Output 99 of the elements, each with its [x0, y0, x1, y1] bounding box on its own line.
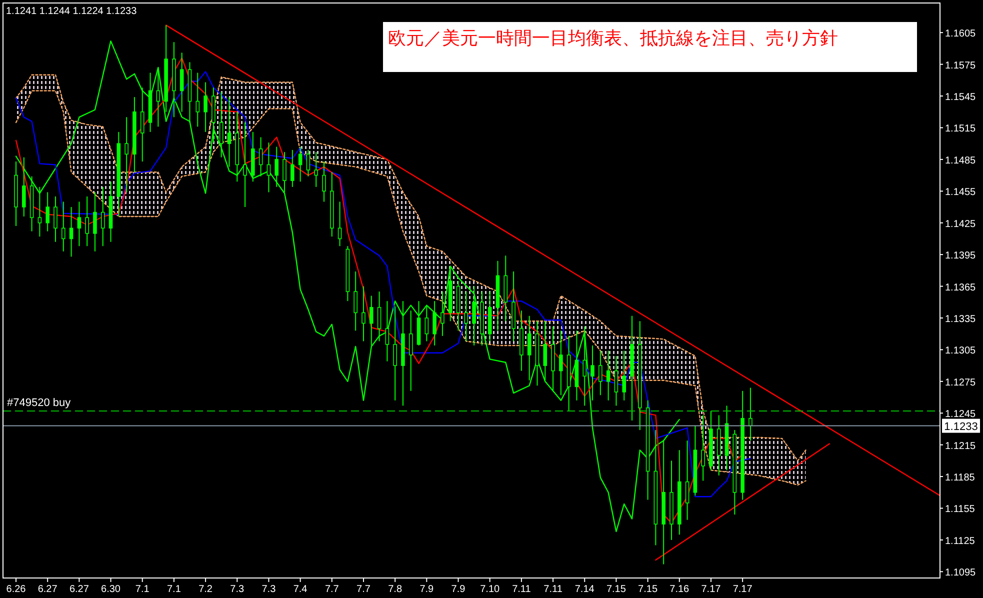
x-tick-label: 7.11	[544, 584, 563, 595]
y-tick-label: 1.1545	[945, 92, 976, 104]
candlestick	[748, 387, 752, 442]
candlestick	[227, 96, 232, 168]
candlestick	[322, 161, 326, 202]
y-tick-label: 1.1095	[945, 568, 976, 579]
x-tick-label: 7.16	[670, 584, 690, 595]
y-tick-label: 1.1125	[945, 536, 976, 547]
candlestick	[243, 122, 247, 208]
candlestick	[622, 350, 626, 401]
candlestick	[298, 146, 302, 182]
x-tick-label: 7.9	[451, 584, 466, 595]
candlestick	[440, 291, 444, 336]
candlestick	[527, 315, 532, 381]
candlestick	[140, 87, 144, 162]
x-tick-label: 7.1	[135, 584, 150, 595]
candlestick	[362, 286, 366, 342]
candlestick	[314, 152, 318, 188]
candlestick	[38, 186, 42, 238]
candlestick	[606, 350, 610, 401]
candlestick	[274, 146, 279, 188]
x-tick-label: 6.26	[6, 584, 26, 595]
x-tick-label: 6.27	[69, 584, 90, 595]
y-tick-label: 1.1305	[945, 346, 976, 357]
candlestick	[156, 66, 160, 128]
candlestick	[61, 201, 66, 252]
candlestick	[369, 295, 374, 346]
candlestick	[46, 192, 50, 232]
x-tick-label: 7.4	[293, 584, 308, 595]
y-tick-label: 1.1605	[945, 28, 976, 40]
candlestick	[124, 116, 128, 193]
y-tick-label: 1.1455	[945, 187, 976, 198]
candlestick	[598, 350, 602, 396]
candlestick	[543, 320, 548, 381]
ref-line-label: #749520 buy	[7, 396, 72, 409]
y-tick-label: 1.1515	[945, 124, 976, 135]
x-tick-label: 7.8	[388, 584, 402, 595]
candlestick	[590, 344, 594, 401]
x-tick-label: 7.7	[356, 584, 371, 595]
x-tick-label: 6.30	[101, 584, 121, 595]
y-tick-label: 1.1275	[945, 377, 976, 388]
candlestick	[472, 286, 476, 346]
candlestick	[432, 300, 436, 346]
annotation: 1.1241 1.1244 1.1224 1.1233	[6, 6, 138, 17]
candlestick	[701, 414, 705, 482]
candlestick	[100, 186, 105, 247]
candlestick	[266, 142, 271, 193]
y-tick-label: 1.1365	[945, 282, 976, 294]
candlestick	[559, 330, 563, 396]
x-tick-label: 7.17	[732, 584, 753, 595]
y-tick-label: 1.1155	[945, 504, 976, 516]
x-tick-label: 7.17	[701, 584, 722, 595]
candlestick	[393, 306, 397, 401]
y-tick-label: 1.1245	[945, 409, 976, 420]
candlestick	[180, 52, 184, 112]
x-tick-label: 7.9	[420, 584, 434, 595]
candlestick	[424, 306, 429, 342]
candlestick	[290, 149, 294, 188]
x-tick-label: 7.15	[638, 584, 658, 595]
candlestick	[338, 201, 342, 247]
x-tick-label: 6.27	[38, 584, 58, 595]
candlestick	[408, 310, 413, 392]
x-tick-label: 7.14	[574, 584, 595, 595]
candlestick	[464, 291, 468, 342]
candlestick	[385, 300, 390, 362]
x-tick-label: 7.15	[606, 584, 626, 595]
text: 欧元／美元一時間一目均衡表、抵抗線を注目、売り方針	[388, 28, 838, 49]
x-tick-label: 7.1	[166, 584, 182, 595]
x-tick-label: 7.2	[198, 584, 213, 595]
candlestick	[614, 356, 618, 406]
candlestick	[196, 72, 200, 128]
x-tick-label: 7.3	[230, 584, 245, 595]
y-tick-label: 1.1425	[945, 218, 976, 230]
x-tick-label: 7.10	[480, 584, 500, 595]
candlestick	[354, 270, 358, 332]
y-tick-label: 1.1395	[945, 250, 976, 262]
candlestick	[377, 291, 382, 342]
candlestick	[77, 201, 82, 247]
candlestick	[582, 326, 587, 406]
candlestick	[258, 136, 263, 177]
candlestick	[69, 206, 74, 258]
candlestick	[685, 440, 690, 520]
candlestick	[54, 196, 58, 242]
candlestick	[22, 156, 26, 218]
candlestick	[306, 149, 310, 177]
y-tick-label: 1.1185	[945, 472, 976, 484]
candlestick	[204, 82, 208, 132]
x-tick-label: 7.11	[512, 584, 532, 595]
y-tick-label: 1.1485	[945, 155, 976, 166]
candlestick	[219, 91, 224, 158]
ref-line-label: 1.1233	[944, 420, 978, 433]
candlestick	[282, 152, 286, 193]
y-tick-label: 1.1215	[945, 440, 976, 452]
candlestick	[93, 192, 97, 252]
x-tick-label: 7.3	[262, 584, 276, 595]
candlestick	[85, 196, 89, 247]
y-tick-label: 1.1575	[945, 60, 976, 72]
x-tick-label: 7.7	[324, 584, 340, 595]
y-tick-label: 1.1335	[945, 314, 976, 325]
